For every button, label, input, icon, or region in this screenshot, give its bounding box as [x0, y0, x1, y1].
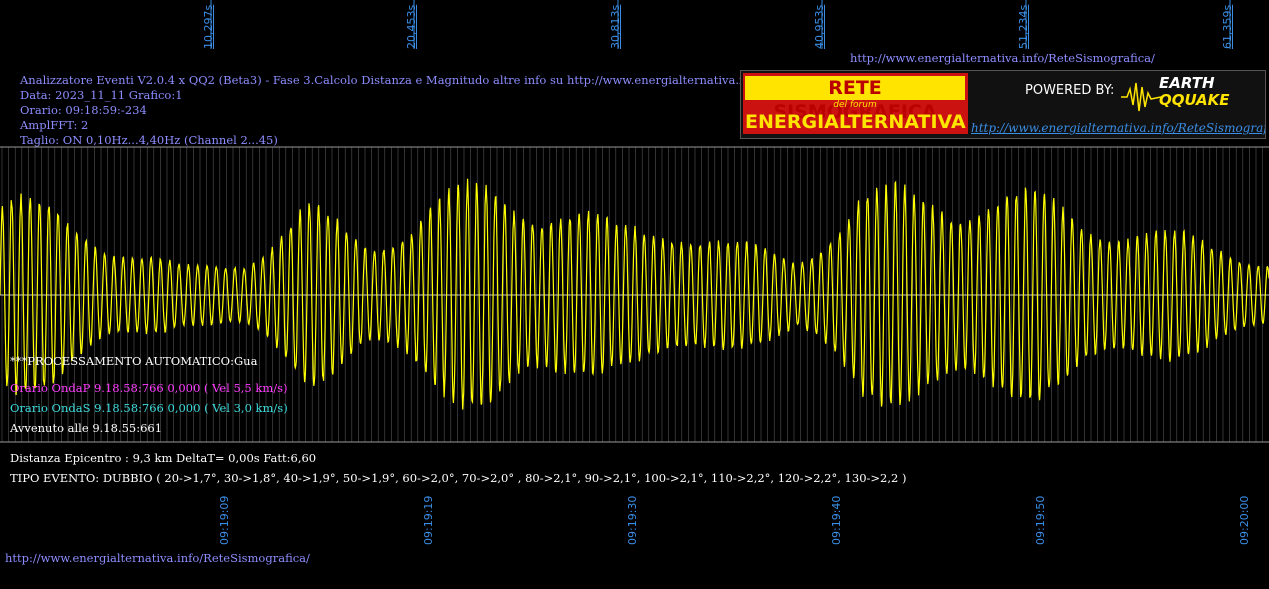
bottom-axis-label: 09:19:30 — [626, 495, 639, 545]
footer-url-link[interactable]: http://www.energialternativa.info/ReteSi… — [5, 551, 310, 565]
bottom-axis-label: 09:19:09 — [218, 495, 231, 545]
logo-powered-by: POWERED BY: — [1025, 83, 1115, 98]
bottom-axis-label: 09:19:40 — [830, 495, 843, 545]
top-axis-label: 10,297s — [202, 4, 215, 49]
logo-earthquake-brand: EARTH QQUAKE — [1159, 75, 1230, 109]
bottom-axis-label: 09:19:19 — [422, 495, 435, 545]
logo-url-link[interactable]: http://www.energialternativa.info/ReteSi… — [971, 121, 1266, 135]
info-amplfft: AmplFFT: 2 — [20, 118, 89, 132]
auto-processing-message: ***PROCESSAMENTO AUTOMATICO:Gua — [10, 354, 258, 368]
logo-title: RETE SISMOGRAFICA — [745, 76, 965, 123]
info-title: Analizzatore Eventi V2.0.4 x QQ2 (Beta3)… — [20, 73, 821, 87]
info-date: Data: 2023_11_11 Grafico:1 — [20, 88, 183, 102]
top-axis-label: 30,813s — [609, 4, 622, 49]
top-axis-label: 51,234s — [1017, 4, 1030, 49]
logo-subtitle: del forum — [833, 100, 877, 110]
onda-p-time: Orario OndaP 9.18.58:766 0,000 ( Vel 5,5… — [10, 381, 288, 395]
seismograph-wave-icon — [1121, 82, 1161, 112]
rete-sismografica-logo: RETE SISMOGRAFICA del forum ENERGIALTERN… — [740, 70, 1266, 139]
top-axis-label: 20,453s — [405, 4, 418, 49]
top-axis-label: 40,953s — [813, 4, 826, 49]
logo-brand-earth: EARTH — [1159, 74, 1215, 92]
top-url-link[interactable]: http://www.energialternativa.info/ReteSi… — [850, 51, 1155, 65]
top-axis-label: 61,359s — [1221, 4, 1234, 49]
seismic-signal-trace — [0, 178, 1269, 410]
logo-brand-quake: QQUAKE — [1159, 91, 1230, 109]
logo-forum-name: ENERGIALTERNATIVA — [745, 111, 966, 133]
epicenter-distance: Distanza Epicentro : 9,3 km DeltaT= 0,00… — [10, 451, 317, 465]
info-time: Orario: 09:18:59:-234 — [20, 103, 147, 117]
top-axis-ticks — [210, 0, 1231, 49]
info-filter: Taglio: ON 0,10Hz...4,40Hz (Channel 2...… — [20, 133, 278, 147]
bottom-axis-label: 09:20:00 — [1238, 495, 1251, 545]
onda-s-time: Orario OndaS 9.18.58:766 0,000 ( Vel 3,0… — [10, 401, 288, 415]
event-type: TIPO EVENTO: DUBBIO ( 20->1,7°, 30->1,8°… — [10, 471, 907, 485]
bottom-axis-label: 09:19:50 — [1034, 495, 1047, 545]
event-occurred-time: Avvenuto alle 9.18.55:661 — [10, 421, 163, 435]
